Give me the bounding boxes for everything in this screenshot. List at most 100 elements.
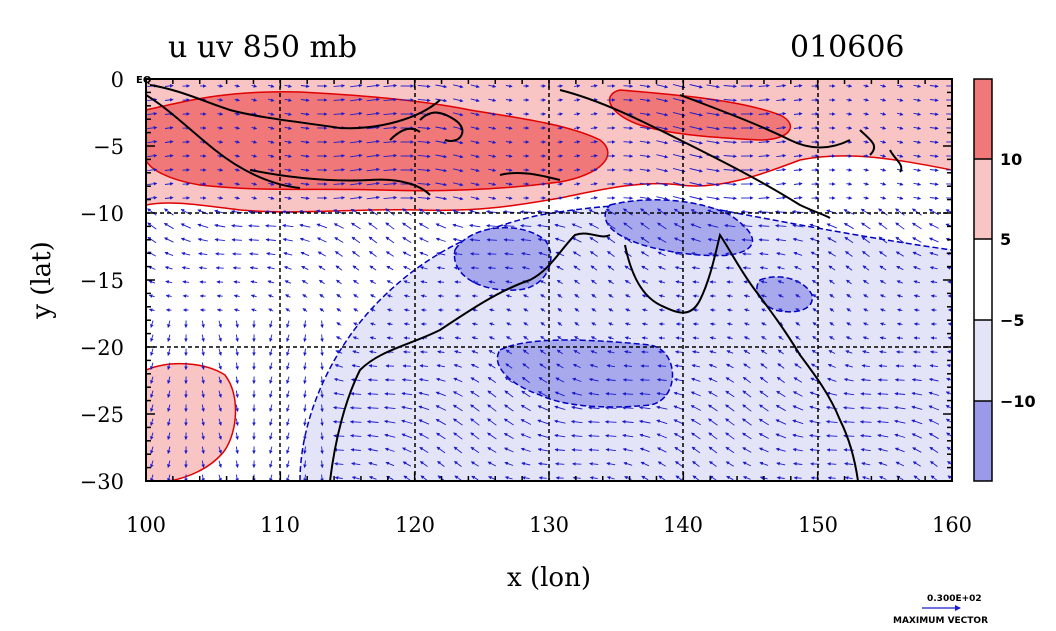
wind-vector [300, 98, 310, 102]
wind-vector [574, 168, 581, 172]
wind-vector [350, 153, 363, 158]
wind-vector [319, 294, 325, 298]
wind-vector [367, 433, 379, 438]
wind-vector [283, 251, 293, 256]
wind-vector [758, 97, 770, 102]
wind-vector [150, 404, 154, 412]
wind-vector [234, 84, 240, 88]
wind-vector [846, 279, 852, 285]
wind-vector [689, 140, 703, 145]
wind-vector [284, 126, 292, 130]
wind-vector [776, 154, 787, 158]
wind-vector [383, 181, 398, 186]
wind-vector [217, 168, 224, 172]
wind-vector [366, 153, 380, 158]
wind-vector [520, 224, 532, 228]
wind-vector [843, 222, 854, 230]
wind-vector [607, 350, 615, 354]
wind-vector [557, 84, 564, 88]
wind-vector [760, 363, 768, 369]
wind-vector [641, 294, 648, 298]
wind-vector [623, 154, 634, 158]
wind-vector [401, 378, 412, 382]
wind-vector [588, 448, 599, 452]
wind-vector [370, 322, 376, 326]
wind-vector [879, 322, 886, 326]
wind-vector [876, 419, 889, 424]
wind-vector [147, 181, 158, 186]
wind-vector [829, 294, 835, 298]
wind-vector [368, 364, 378, 368]
wind-vector [303, 432, 307, 441]
wind-vector [266, 252, 276, 256]
wind-vector [623, 140, 634, 144]
wind-vector [336, 322, 342, 326]
wind-vector [488, 154, 497, 158]
wind-vector [471, 322, 478, 326]
wind-vector [300, 251, 310, 257]
wind-vector [913, 168, 922, 172]
wind-vector [538, 476, 547, 480]
wind-vector [201, 362, 205, 370]
wind-vector [435, 140, 448, 145]
wind-vector [896, 154, 904, 158]
wind-vector [267, 182, 275, 186]
wind-vector [811, 265, 819, 271]
wind-vector [417, 84, 431, 89]
wind-vector [657, 364, 667, 368]
wind-vector [570, 419, 583, 424]
wind-vector [286, 320, 290, 328]
wind-vector [896, 126, 904, 130]
wind-vector [574, 308, 580, 312]
negative-field-strong-1 [453, 227, 552, 291]
wind-vector [690, 418, 701, 426]
wind-vector [792, 419, 804, 425]
wind-vector [201, 418, 205, 426]
wind-vector [286, 376, 290, 384]
x-tick-label: 100 [126, 513, 166, 537]
wind-vector [829, 322, 835, 326]
wind-vector [386, 280, 394, 284]
wind-vector [198, 266, 207, 270]
wind-vector [147, 167, 158, 172]
wind-vector [758, 167, 770, 172]
wind-vector [590, 84, 598, 88]
wind-vector [470, 84, 480, 89]
wind-vector [147, 111, 158, 116]
wind-vector [523, 308, 529, 312]
wind-vector [623, 208, 633, 216]
wind-vector [520, 433, 532, 439]
wind-vector [723, 140, 737, 145]
wind-vector [470, 390, 480, 398]
wind-vector [624, 265, 632, 271]
wind-vector [250, 280, 258, 284]
wind-vector [743, 363, 751, 369]
wind-vector [180, 237, 191, 243]
wind-vector [930, 294, 937, 298]
wind-vector [742, 266, 751, 270]
wind-vector [708, 432, 718, 440]
wind-vector [827, 377, 837, 382]
wind-vector [624, 336, 631, 340]
wind-vector [488, 363, 496, 369]
wind-vector [520, 404, 531, 412]
wind-vector [690, 405, 702, 411]
wind-vector [419, 266, 428, 270]
wind-vector [589, 363, 598, 368]
wind-vector [320, 334, 324, 343]
wind-vector [642, 308, 648, 312]
wind-vector [369, 279, 376, 285]
wind-vector [761, 336, 767, 340]
y-tick-labels: 0 −5 −10 −15 −20 −25 −30 [80, 68, 124, 494]
wind-vector [284, 154, 292, 158]
wind-vector [880, 84, 887, 88]
wind-vector [778, 335, 784, 341]
wind-vector [911, 222, 922, 230]
wind-vector [505, 349, 513, 355]
wind-vector [300, 112, 310, 116]
wind-vector [689, 112, 703, 117]
wind-vector [624, 280, 631, 284]
wind-vector [504, 376, 513, 384]
wind-vector [368, 222, 378, 230]
